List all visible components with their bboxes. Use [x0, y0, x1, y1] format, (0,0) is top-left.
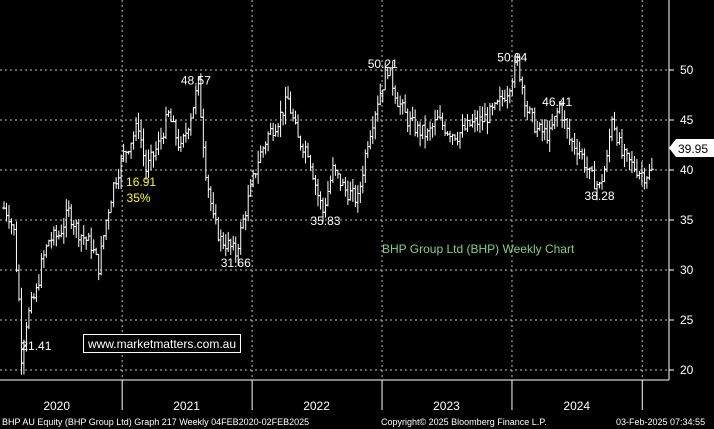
footer-left: BHP AU Equity (BHP Group Ltd) Graph 217 … — [2, 417, 309, 427]
annotations: 48.57 50.21 50.84 46.41 16.91 35% 35.83 38.28 31… — [21, 51, 614, 353]
chart-title: BHP Group Ltd (BHP) Weekly Chart — [382, 242, 575, 256]
price-bars — [2, 53, 654, 375]
annotation-label: 48.57 — [181, 73, 211, 87]
x-tick-label: 2023 — [433, 399, 460, 413]
y-tick-label: 35 — [680, 213, 694, 227]
annotation-label: 50.84 — [497, 51, 527, 65]
x-ticks: 2020 2021 2022 2023 2024 — [43, 380, 643, 413]
y-ticks: 20 25 30 35 40 45 50 — [669, 63, 694, 377]
watermark-link[interactable]: www.marketmatters.com.au — [83, 334, 241, 353]
x-tick-label: 2024 — [563, 399, 590, 413]
y-tick-label: 50 — [680, 63, 694, 77]
last-price-label: 39.95 — [678, 142, 708, 156]
x-tick-label: 2022 — [303, 399, 330, 413]
footer-center: Copyright© 2025 Bloomberg Finance L.P. — [381, 417, 547, 427]
annotation-label: 16.91 — [126, 175, 156, 189]
last-price-marker — [669, 139, 714, 157]
y-tick-label: 20 — [680, 363, 694, 377]
annotation-label: 35% — [127, 191, 151, 205]
annotation-label: 21.41 — [21, 339, 51, 353]
x-tick-label: 2020 — [43, 399, 70, 413]
last-price-box: 39.95 — [669, 139, 714, 157]
footer: BHP AU Equity (BHP Group Ltd) Graph 217 … — [2, 417, 705, 427]
annotation-label: 46.41 — [542, 95, 572, 109]
axes — [0, 0, 670, 381]
y-tick-label: 30 — [680, 263, 694, 277]
y-tick-label: 25 — [680, 313, 694, 327]
annotation-label: 50.21 — [368, 57, 398, 71]
annotation-label: 35.83 — [310, 214, 340, 228]
annotation-label: 38.28 — [585, 189, 615, 203]
y-tick-label: 45 — [680, 113, 694, 127]
y-tick-label: 40 — [680, 163, 694, 177]
footer-right: 03-Feb-2025 07:34:55 — [616, 417, 705, 427]
grid — [0, 0, 669, 380]
x-tick-label: 2021 — [173, 399, 200, 413]
annotation-label: 31.66 — [221, 256, 251, 270]
